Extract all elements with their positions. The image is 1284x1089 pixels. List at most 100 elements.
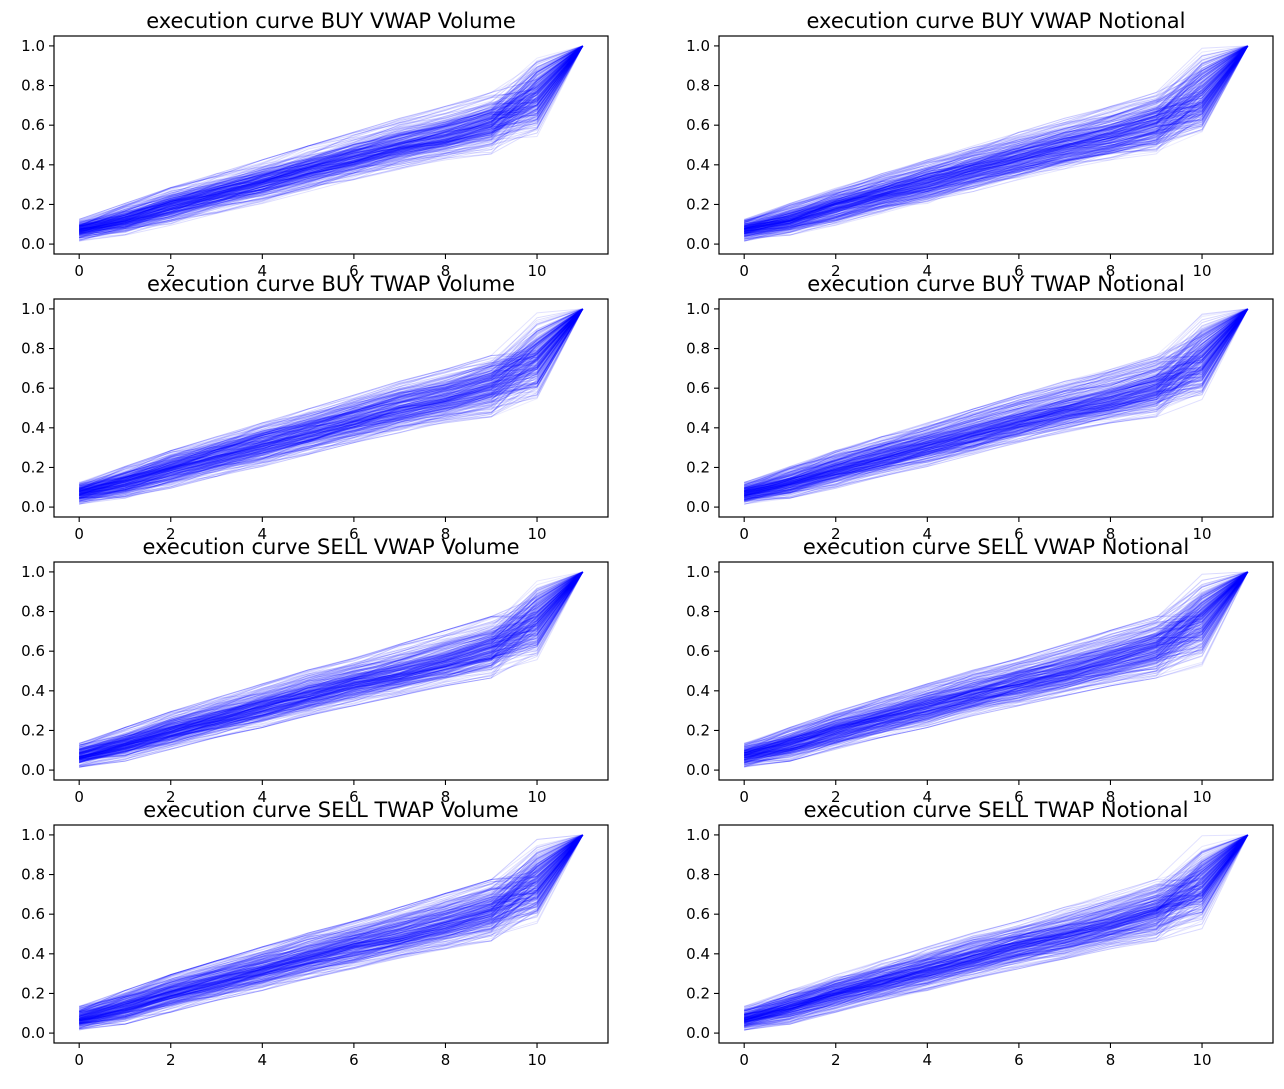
- execution-curve-1-188: [79, 45, 584, 230]
- execution-curve-4-294: [744, 308, 1249, 489]
- execution-curve-4-273: [744, 308, 1249, 497]
- execution-curve-2-171: [744, 45, 1249, 233]
- execution-curve-2-98: [744, 45, 1249, 230]
- execution-curve-8-127: [743, 834, 1249, 1010]
- execution-curve-7-71: [79, 834, 584, 1027]
- execution-curve-6-67: [744, 571, 1249, 750]
- execution-curve-7-92: [79, 834, 584, 1011]
- execution-curve-6-147: [744, 571, 1249, 764]
- execution-curve-6-24: [744, 571, 1249, 758]
- execution-curve-1-285: [79, 45, 584, 234]
- execution-curve-4-142: [744, 308, 1249, 487]
- execution-curve-4-27: [744, 308, 1249, 489]
- execution-curve-6-275: [744, 571, 1249, 761]
- execution-curve-1-145: [79, 45, 584, 228]
- execution-curve-5-226: [79, 571, 584, 759]
- execution-curve-2-208: [744, 45, 1249, 238]
- execution-curve-8-47: [744, 834, 1249, 1012]
- execution-curve-4-262: [744, 308, 1249, 491]
- execution-curve-8-208: [744, 834, 1249, 1012]
- execution-curve-8-185: [744, 834, 1249, 1019]
- execution-curve-8-201: [744, 834, 1249, 1024]
- execution-curve-7-231: [79, 834, 584, 1019]
- execution-curve-4-104: [744, 308, 1249, 497]
- execution-curve-8-99: [744, 834, 1249, 1018]
- x-tick-label-6-5: 8: [1106, 788, 1116, 806]
- execution-curve-6-125: [744, 571, 1249, 744]
- execution-curve-5-193: [79, 571, 584, 746]
- execution-curve-3-130: [79, 308, 584, 489]
- execution-curve-6-280: [744, 571, 1249, 752]
- execution-curve-4-33: [744, 308, 1249, 497]
- execution-curve-6-211: [744, 571, 1249, 760]
- execution-curve-7-177: [79, 834, 584, 1018]
- execution-curve-7-162: [79, 834, 584, 1007]
- execution-curve-7-195: [79, 834, 584, 1019]
- execution-curve-3-172: [79, 308, 584, 490]
- execution-curve-7-275: [79, 834, 584, 1021]
- execution-curve-7-246: [79, 834, 584, 1025]
- execution-curve-4-156: [744, 308, 1249, 489]
- execution-curve-7-216: [79, 834, 584, 1019]
- execution-curve-5-52: [79, 571, 584, 755]
- execution-curve-1-87: [79, 45, 584, 235]
- execution-curve-3-179: [79, 308, 584, 485]
- execution-curve-5-197: [79, 571, 584, 752]
- execution-curve-7-28: [79, 834, 584, 1009]
- execution-curve-7-229: [79, 834, 584, 1025]
- execution-curve-6-245: [744, 571, 1249, 757]
- execution-curve-6-268: [744, 571, 1249, 760]
- execution-curve-8-189: [744, 834, 1249, 1022]
- execution-curve-3-299: [79, 308, 584, 491]
- execution-curve-3-234: [79, 308, 584, 496]
- execution-curve-1-71: [79, 45, 584, 241]
- execution-curve-1-107: [78, 45, 583, 227]
- execution-curve-2-96: [744, 45, 1249, 237]
- execution-curve-8-6: [744, 834, 1249, 1015]
- execution-curve-3-300: [79, 308, 584, 497]
- execution-curve-2-151: [744, 45, 1249, 230]
- execution-curve-6-68: [744, 571, 1249, 751]
- execution-curve-1-115: [79, 45, 584, 224]
- execution-curve-1-292: [79, 45, 584, 237]
- y-tick-label-4-1: 0.0: [686, 498, 710, 516]
- execution-curve-8-169: [744, 834, 1249, 1029]
- execution-curve-2-114: [744, 45, 1248, 222]
- execution-curve-6-89: [744, 571, 1248, 745]
- execution-curve-8-180: [744, 834, 1249, 1023]
- execution-curve-5-37: [79, 571, 584, 764]
- execution-curve-8-106: [744, 834, 1249, 1012]
- execution-curve-1-66: [79, 45, 584, 230]
- execution-curve-2-267: [744, 45, 1249, 237]
- execution-curve-8-151: [744, 834, 1249, 1014]
- execution-curve-3-8: [79, 308, 584, 492]
- execution-curve-8-210: [744, 834, 1249, 1017]
- execution-curve-6-27: [743, 571, 1249, 761]
- execution-curve-7-118: [79, 834, 584, 1015]
- execution-curve-6-228: [744, 571, 1249, 757]
- execution-curve-8-53: [744, 834, 1249, 1027]
- execution-curve-5-44: [79, 571, 584, 760]
- axes-frame-7: [53, 824, 609, 1044]
- execution-curve-1-139: [79, 45, 584, 235]
- x-tick-label-7-2: 2: [166, 1051, 176, 1069]
- execution-curve-6-276: [744, 571, 1249, 754]
- execution-curve-1-112: [79, 45, 584, 239]
- execution-curve-7-222: [79, 834, 584, 1021]
- execution-curve-4-197: [744, 308, 1249, 498]
- execution-curve-6-227: [744, 571, 1249, 758]
- execution-curve-4-91: [744, 308, 1249, 495]
- execution-curve-5-220: [79, 571, 584, 768]
- execution-curve-8-59: [744, 834, 1249, 1023]
- execution-curve-3-39: [79, 308, 584, 495]
- execution-curve-3-293: [79, 308, 584, 489]
- execution-curve-5-256: [79, 571, 584, 759]
- execution-curve-8-274: [744, 834, 1249, 1021]
- execution-curve-6-30: [744, 571, 1249, 749]
- execution-curve-2-24: [744, 45, 1249, 231]
- execution-curve-3-100: [79, 308, 584, 498]
- execution-curve-7-21: [79, 834, 584, 1016]
- execution-curve-4-212: [743, 308, 1249, 492]
- execution-curve-6-33: [744, 571, 1249, 748]
- execution-curve-8-52: [744, 834, 1249, 1023]
